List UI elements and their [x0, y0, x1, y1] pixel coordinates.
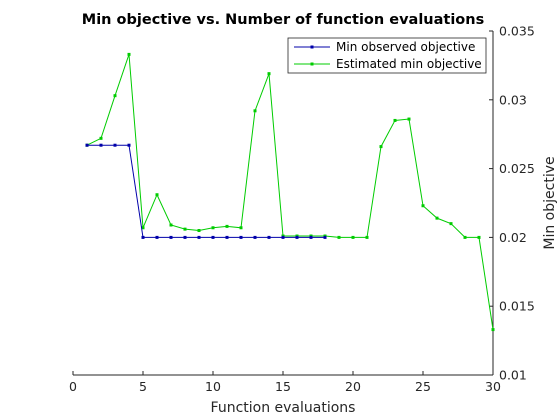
x-tick-label: 10 [205, 379, 221, 394]
data-point [295, 235, 299, 239]
x-tick-label: 5 [139, 379, 147, 394]
data-point [99, 143, 103, 147]
data-point [491, 328, 495, 332]
data-point [113, 143, 117, 147]
data-point [197, 229, 201, 233]
y-tick-label: 0.025 [499, 161, 535, 176]
legend: Min observed objective Estimated min obj… [287, 37, 487, 74]
y-tick-label: 0.035 [499, 24, 535, 39]
data-point [365, 235, 369, 239]
data-point [99, 136, 103, 140]
data-point [169, 223, 173, 227]
series-min-observed [85, 143, 327, 239]
x-tick-label: 30 [485, 379, 501, 394]
data-point [141, 226, 145, 230]
data-point [253, 235, 257, 239]
data-point [211, 235, 215, 239]
data-point [141, 235, 145, 239]
series-line-estimated-min [86, 54, 494, 330]
data-point [449, 222, 453, 226]
data-point [477, 235, 481, 239]
x-tick-label: 20 [345, 379, 361, 394]
data-point [463, 235, 467, 239]
data-point [155, 235, 159, 239]
data-point [267, 235, 271, 239]
y-tick-label: 0.015 [499, 299, 535, 314]
legend-box [287, 37, 487, 74]
data-point [309, 235, 313, 239]
data-point [267, 72, 271, 76]
legend-entry-estimated-min: Estimated min objective [294, 57, 482, 71]
plot-area [73, 31, 493, 375]
data-point [169, 235, 173, 239]
y-tick-label: 0.01 [499, 368, 527, 383]
legend-label-min-observed: Min observed objective [336, 40, 475, 54]
data-point [323, 235, 327, 239]
data-point [225, 224, 229, 228]
data-point [281, 235, 285, 239]
data-point [183, 235, 187, 239]
data-point [337, 235, 341, 239]
data-point [85, 143, 89, 147]
series-line-min-observed [87, 144, 325, 238]
data-point [421, 204, 425, 208]
x-axis-label: Function evaluations [211, 400, 356, 416]
data-point [393, 118, 397, 122]
data-point [155, 193, 159, 197]
data-point [239, 226, 243, 230]
chart-title: Min objective vs. Number of function eva… [82, 12, 484, 28]
legend-marker-min-observed [310, 45, 314, 49]
x-tick-label: 0 [69, 379, 77, 394]
y-tick-label: 0.02 [499, 230, 527, 245]
legend-entry-min-observed: Min observed objective [294, 40, 475, 54]
data-point [211, 226, 215, 230]
data-point [379, 145, 383, 149]
x-tick-label: 25 [415, 379, 431, 394]
data-point [225, 235, 229, 239]
data-point [183, 227, 187, 231]
data-point [407, 117, 411, 121]
data-point [127, 52, 131, 56]
data-point [239, 235, 243, 239]
x-tick-label: 15 [275, 379, 291, 394]
data-point [351, 235, 355, 239]
data-point [253, 109, 257, 113]
axes: 0 5 10 15 20 25 300.01 0.015 0.02 0.025 0.03 0.035 [69, 24, 535, 395]
y-tick-label: 0.03 [499, 92, 527, 107]
legend-label-estimated-min: Estimated min objective [336, 57, 482, 71]
data-point [197, 235, 201, 239]
series-layer [85, 52, 495, 332]
legend-marker-estimated-min [310, 62, 314, 66]
data-point [113, 94, 117, 98]
data-point [435, 216, 439, 220]
y-axis-label: Min objective [542, 156, 558, 249]
data-point [127, 143, 131, 147]
